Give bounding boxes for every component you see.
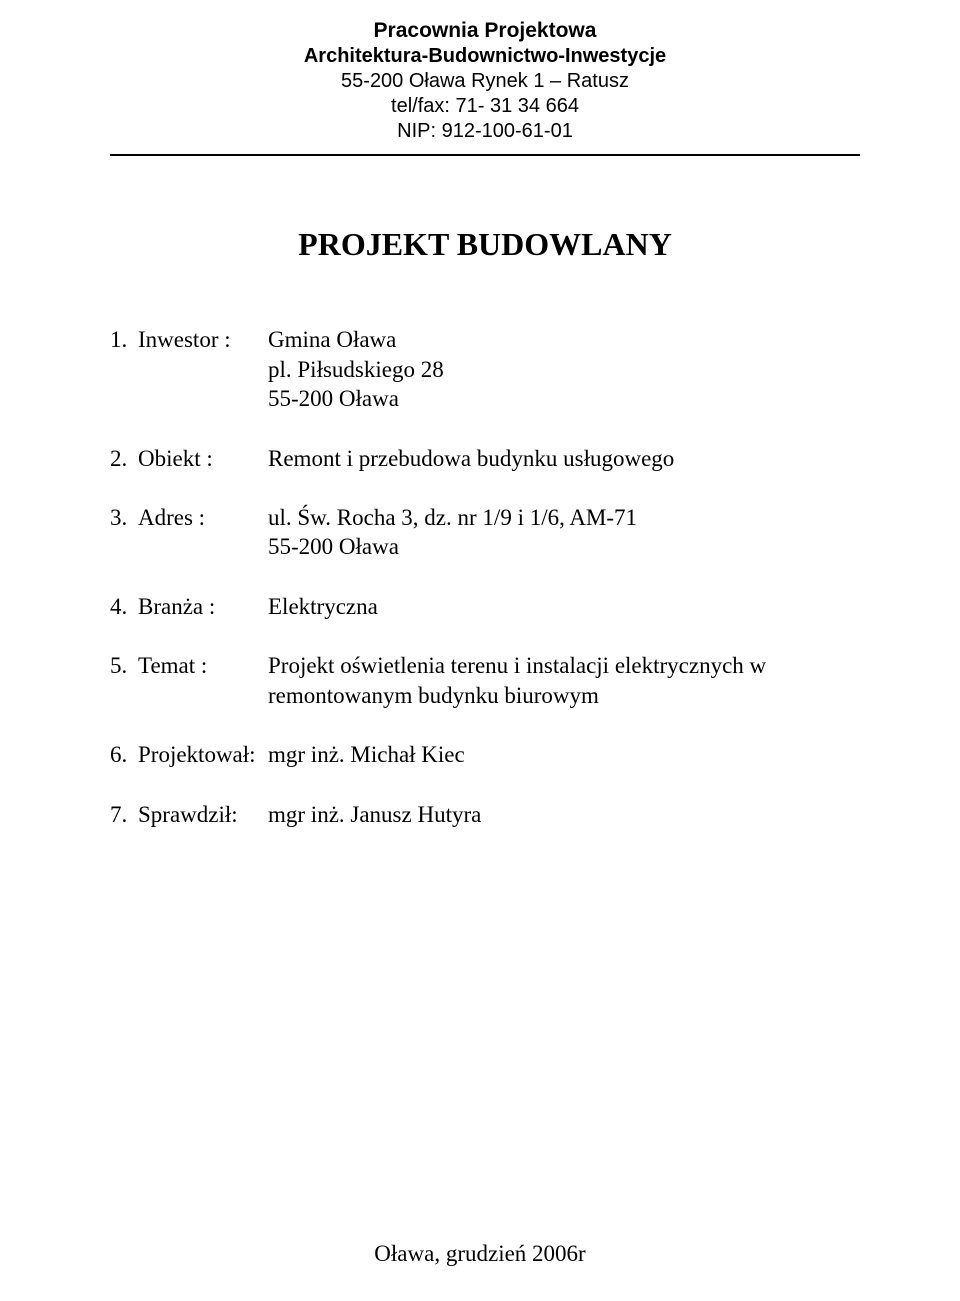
field-checker: 7. Sprawdził: mgr inż. Janusz Hutyra: [110, 800, 860, 829]
field-number: 3.: [110, 503, 138, 562]
page: Pracownia Projektowa Architektura-Budown…: [0, 0, 960, 1301]
field-label: Adres :: [138, 503, 268, 562]
field-number: 6.: [110, 740, 138, 769]
field-value: Remont i przebudowa budynku usługowego: [268, 444, 860, 473]
field-investor: 1. Inwestor : Gmina Oława pl. Piłsudskie…: [110, 325, 860, 413]
footer-date: Oława, grudzień 2006r: [0, 1241, 960, 1267]
field-number: 5.: [110, 651, 138, 710]
field-label: Inwestor :: [138, 325, 268, 413]
field-branch: 4. Branża : Elektryczna: [110, 592, 860, 621]
company-nip: NIP: 912-100-61-01: [110, 119, 860, 144]
field-object: 2. Obiekt : Remont i przebudowa budynku …: [110, 444, 860, 473]
company-address: 55-200 Oława Rynek 1 – Ratusz: [110, 69, 860, 94]
field-number: 2.: [110, 444, 138, 473]
field-number: 4.: [110, 592, 138, 621]
field-address: 3. Adres : ul. Św. Rocha 3, dz. nr 1/9 i…: [110, 503, 860, 562]
letterhead: Pracownia Projektowa Architektura-Budown…: [110, 18, 860, 144]
document-title: PROJEKT BUDOWLANY: [110, 226, 860, 263]
field-number: 7.: [110, 800, 138, 829]
company-phone: tel/fax: 71- 31 34 664: [110, 94, 860, 119]
field-value: mgr inż. Michał Kiec: [268, 740, 860, 769]
company-name: Pracownia Projektowa: [110, 18, 860, 44]
company-subtitle: Architektura-Budownictwo-Inwestycje: [110, 44, 860, 69]
divider-rule: [110, 154, 860, 156]
field-value: Projekt oświetlenia terenu i instalacji …: [268, 651, 860, 710]
field-label: Projektował:: [138, 740, 268, 769]
field-label: Obiekt :: [138, 444, 268, 473]
field-value: mgr inż. Janusz Hutyra: [268, 800, 860, 829]
field-topic: 5. Temat : Projekt oświetlenia terenu i …: [110, 651, 860, 710]
field-label: Branża :: [138, 592, 268, 621]
field-value: Elektryczna: [268, 592, 860, 621]
field-label: Temat :: [138, 651, 268, 710]
field-value: Gmina Oława pl. Piłsudskiego 28 55-200 O…: [268, 325, 860, 413]
field-label: Sprawdził:: [138, 800, 268, 829]
field-number: 1.: [110, 325, 138, 413]
field-value: ul. Św. Rocha 3, dz. nr 1/9 i 1/6, AM-71…: [268, 503, 860, 562]
fields-list: 1. Inwestor : Gmina Oława pl. Piłsudskie…: [110, 325, 860, 829]
field-designer: 6. Projektował: mgr inż. Michał Kiec: [110, 740, 860, 769]
